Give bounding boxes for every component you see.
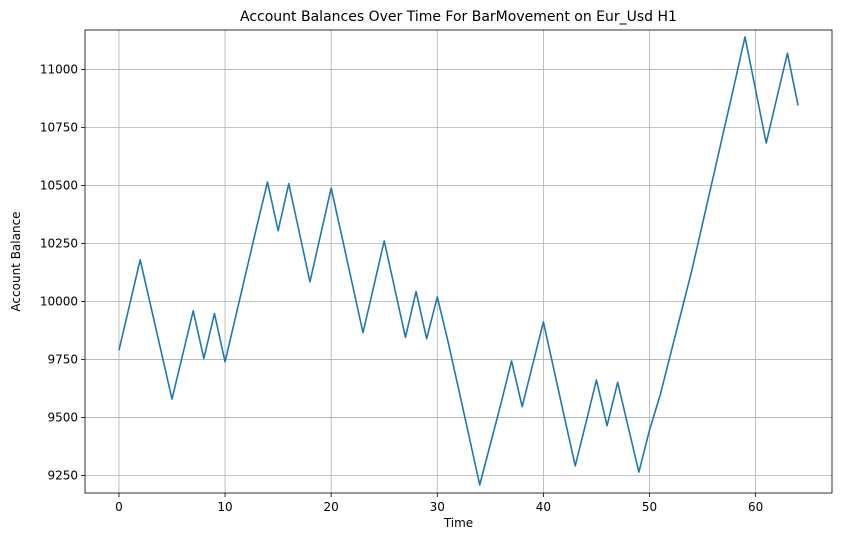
x-tick-label: 40 xyxy=(536,500,551,514)
y-axis-label: Account Balance xyxy=(9,211,23,311)
series-layer xyxy=(118,36,799,486)
y-tick-label: 10500 xyxy=(40,178,78,192)
plot-area-frame xyxy=(84,29,833,494)
y-tick-label: 10000 xyxy=(40,295,78,309)
x-tick-label: 30 xyxy=(430,500,445,514)
x-tick-label: 20 xyxy=(324,500,339,514)
grid-lines xyxy=(85,30,832,493)
x-axis-label: Time xyxy=(443,516,473,530)
series-line xyxy=(118,36,799,486)
x-tick-label: 60 xyxy=(748,500,763,514)
y-tick-label: 9250 xyxy=(47,469,78,483)
chart-title: Account Balances Over Time For BarMoveme… xyxy=(240,9,677,25)
x-tick-label: 10 xyxy=(217,500,232,514)
x-tick-label: 50 xyxy=(642,500,657,514)
x-axis-ticks: 0 10 20 30 40 50 60 xyxy=(115,493,763,514)
y-tick-label: 10250 xyxy=(40,237,78,251)
y-axis-ticks: 9250 9500 9750 10000 10250 10500 10750 11000 xyxy=(40,62,85,483)
y-tick-label: 9750 xyxy=(47,353,78,367)
y-tick-label: 9500 xyxy=(47,411,78,425)
y-tick-label: 11000 xyxy=(40,62,78,76)
x-tick-label: 0 xyxy=(115,500,123,514)
y-tick-label: 10750 xyxy=(40,120,78,134)
